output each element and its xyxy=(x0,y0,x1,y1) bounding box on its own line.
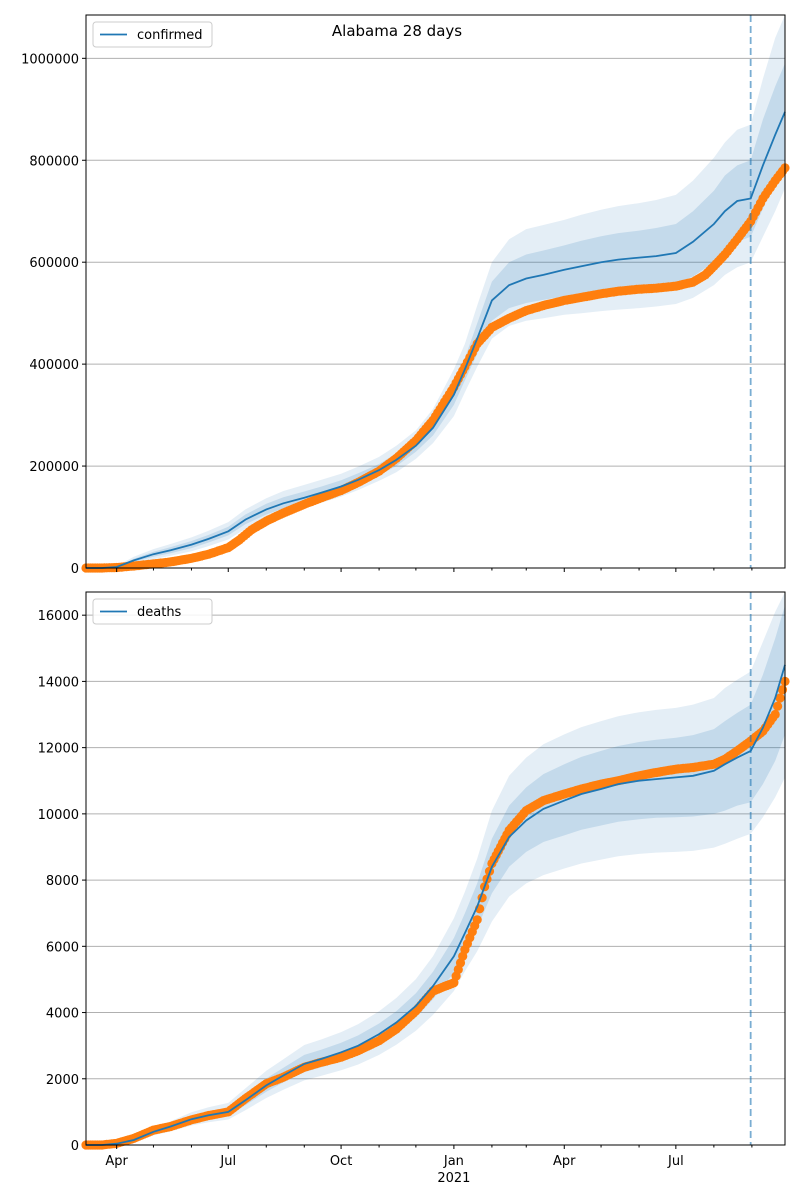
x-tick-label: Jul xyxy=(219,1154,236,1169)
y-tick-label: 6000 xyxy=(46,940,79,955)
confidence-band-inner xyxy=(86,63,785,569)
confidence-band-inner xyxy=(86,605,785,1145)
y-tick-label: 4000 xyxy=(46,1007,79,1022)
observed-point xyxy=(773,701,783,711)
observed-point xyxy=(770,709,780,720)
observed-point xyxy=(472,915,482,925)
y-tick-label: 0 xyxy=(71,562,79,577)
legend-label: deaths xyxy=(137,605,182,620)
legend-box xyxy=(92,21,213,48)
y-tick-label: 10000 xyxy=(38,808,79,823)
legend: deaths xyxy=(92,598,213,625)
x-tick-label: Oct xyxy=(330,1154,352,1169)
y-tick-label: 2000 xyxy=(46,1073,79,1088)
model-line xyxy=(86,664,786,1146)
y-tick-label: 400000 xyxy=(29,358,79,373)
plot-frame xyxy=(85,14,786,569)
x-tick-label: Apr xyxy=(105,1154,128,1169)
confidence-band-outer xyxy=(86,15,785,568)
x-tick-label: Apr xyxy=(553,1154,576,1169)
x-tick-label: Jul xyxy=(667,1154,684,1169)
confidence-band-outer xyxy=(86,592,785,1145)
y-tick-label: 0 xyxy=(71,1139,79,1154)
legend-label: confirmed xyxy=(137,28,203,43)
y-tick-label: 12000 xyxy=(38,742,79,757)
plot-frame xyxy=(85,591,786,1146)
y-tick-label: 1000000 xyxy=(21,52,79,67)
legend-box xyxy=(92,598,213,625)
legend: confirmed xyxy=(92,21,213,48)
y-tick-label: 16000 xyxy=(38,609,79,624)
confirmed-panel: 0 200000 400000 600000 800000 1000000 confirme… xyxy=(21,14,790,577)
deaths-panel: 0 2000 4000 6000 8000 10000 12000 14000 16000 Apr… xyxy=(38,591,790,1186)
y-tick-label: 800000 xyxy=(29,154,79,169)
y-tick-label: 200000 xyxy=(29,460,79,475)
observed-point xyxy=(775,693,785,703)
x-tick-label: Jan xyxy=(443,1154,464,1169)
y-tick-label: 8000 xyxy=(46,874,79,889)
model-line xyxy=(86,111,786,569)
x-tick-year-label: 2021 xyxy=(437,1171,470,1186)
y-tick-label: 14000 xyxy=(38,675,79,690)
figure-title: Alabama 28 days xyxy=(332,22,462,40)
y-tick-label: 600000 xyxy=(29,256,79,271)
